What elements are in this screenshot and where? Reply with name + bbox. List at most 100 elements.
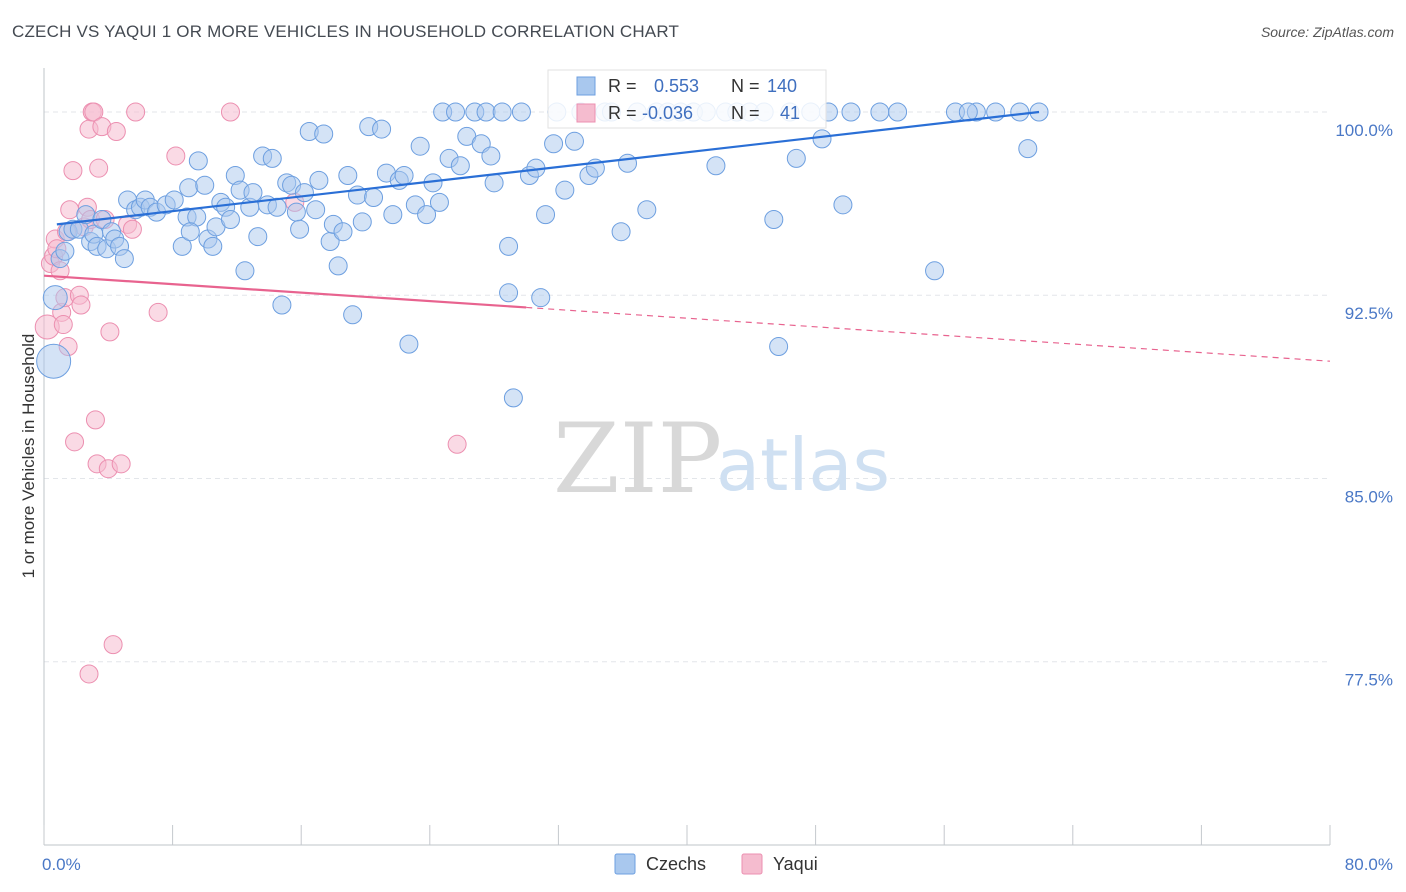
czech-point [294,183,314,203]
czech-point [383,205,403,225]
yaqui-r-value: -0.036 [642,103,693,123]
czech-point [499,283,519,303]
czech-point [446,102,466,122]
czech-point [492,102,512,122]
y-tick-label: 92.5% [1345,304,1393,323]
yaqui-point [126,102,146,122]
czech-point [179,178,199,198]
x-tick-label-min: 0.0% [42,855,81,874]
czech-point [286,202,306,222]
yaqui-point [53,315,73,335]
czech-point [544,134,564,154]
czech-point [764,209,784,229]
legend-czech-label: Czechs [646,854,706,874]
czech-point [55,241,75,261]
yaqui-point [63,161,83,181]
yaqui-n-label: N = [731,103,760,123]
czech-point [841,102,861,122]
czech-point [243,183,263,203]
legend-yaqui-label: Yaqui [773,854,818,874]
czech-point [499,236,519,256]
yaqui-point [65,432,85,452]
czech-point [536,205,556,225]
yaqui-point [79,664,99,684]
yaqui-trend-line [43,274,527,309]
czech-point [870,102,890,122]
czech-point [248,227,268,247]
czech-point [203,236,223,256]
czech-points [36,102,1049,408]
czech-point [925,261,945,281]
czech-point [429,192,449,212]
czech-point [306,200,326,220]
czech-point [220,209,240,229]
czech-n-value: 140 [767,76,797,96]
yaqui-point [85,410,105,430]
yaqui-n-value: 41 [780,103,800,123]
czech-r-label: R = [608,76,637,96]
czech-point [36,343,72,379]
czech-trend-line [56,110,1040,226]
yaqui-point [220,102,240,122]
czech-point [618,153,638,173]
yaqui-point [166,146,186,166]
czech-point [364,188,384,207]
czech-point [114,249,134,269]
czech-stat-swatch [576,76,596,96]
czech-point [637,200,657,220]
yaqui-point [106,122,126,142]
czech-point [833,195,853,215]
series-legend: Czechs Yaqui [614,853,818,875]
czech-point [484,173,504,193]
czech-point [262,148,282,168]
yaqui-point [447,434,467,454]
czech-point [481,146,501,166]
czech-point [476,102,496,122]
yaqui-point [60,200,80,220]
czech-point [235,261,255,281]
yaqui-point [111,454,131,474]
czech-point [333,222,353,242]
yaqui-point [84,102,104,122]
czech-point [812,129,832,149]
yaqui-point [122,219,142,239]
czech-point [706,156,726,176]
czech-point [511,102,531,122]
czech-point [372,119,392,139]
yaqui-point [103,635,123,655]
yaqui-point [100,322,120,342]
czech-point [611,222,631,242]
czech-point [195,175,215,195]
czech-point [164,190,184,210]
yaqui-stat-swatch [576,103,596,123]
czech-point [564,131,584,151]
czech-point [290,219,310,239]
czech-point [328,256,348,276]
y-tick-label: 100.0% [1335,121,1393,140]
y-axis-label: 1 or more Vehicles in Household [19,334,38,579]
czech-point [352,212,372,232]
czech-point [314,124,334,144]
czech-point [503,388,523,408]
czech-point [1018,139,1038,159]
czech-point [410,136,430,156]
czech-point [338,166,358,186]
czech-point [531,288,551,308]
y-tick-label: 77.5% [1345,671,1393,690]
czech-n-label: N = [731,76,760,96]
stats-legend: R = 0.553 N = 140 R = -0.036 N = 41 [547,69,827,129]
watermark-atlas: atlas [716,423,890,507]
czech-r-value: 0.553 [654,76,699,96]
czech-point [1010,102,1030,122]
legend-yaqui-swatch [741,853,763,875]
czech-point [450,156,470,176]
czech-point [888,102,908,122]
yaqui-point [148,302,168,322]
yaqui-trend-extension [526,306,1331,362]
czech-point [786,148,806,168]
x-tick-label-max: 80.0% [1345,855,1393,874]
czech-point [309,170,329,190]
czech-point [769,337,789,357]
chart-title: CZECH VS YAQUI 1 OR MORE VEHICLES IN HOU… [12,22,680,41]
